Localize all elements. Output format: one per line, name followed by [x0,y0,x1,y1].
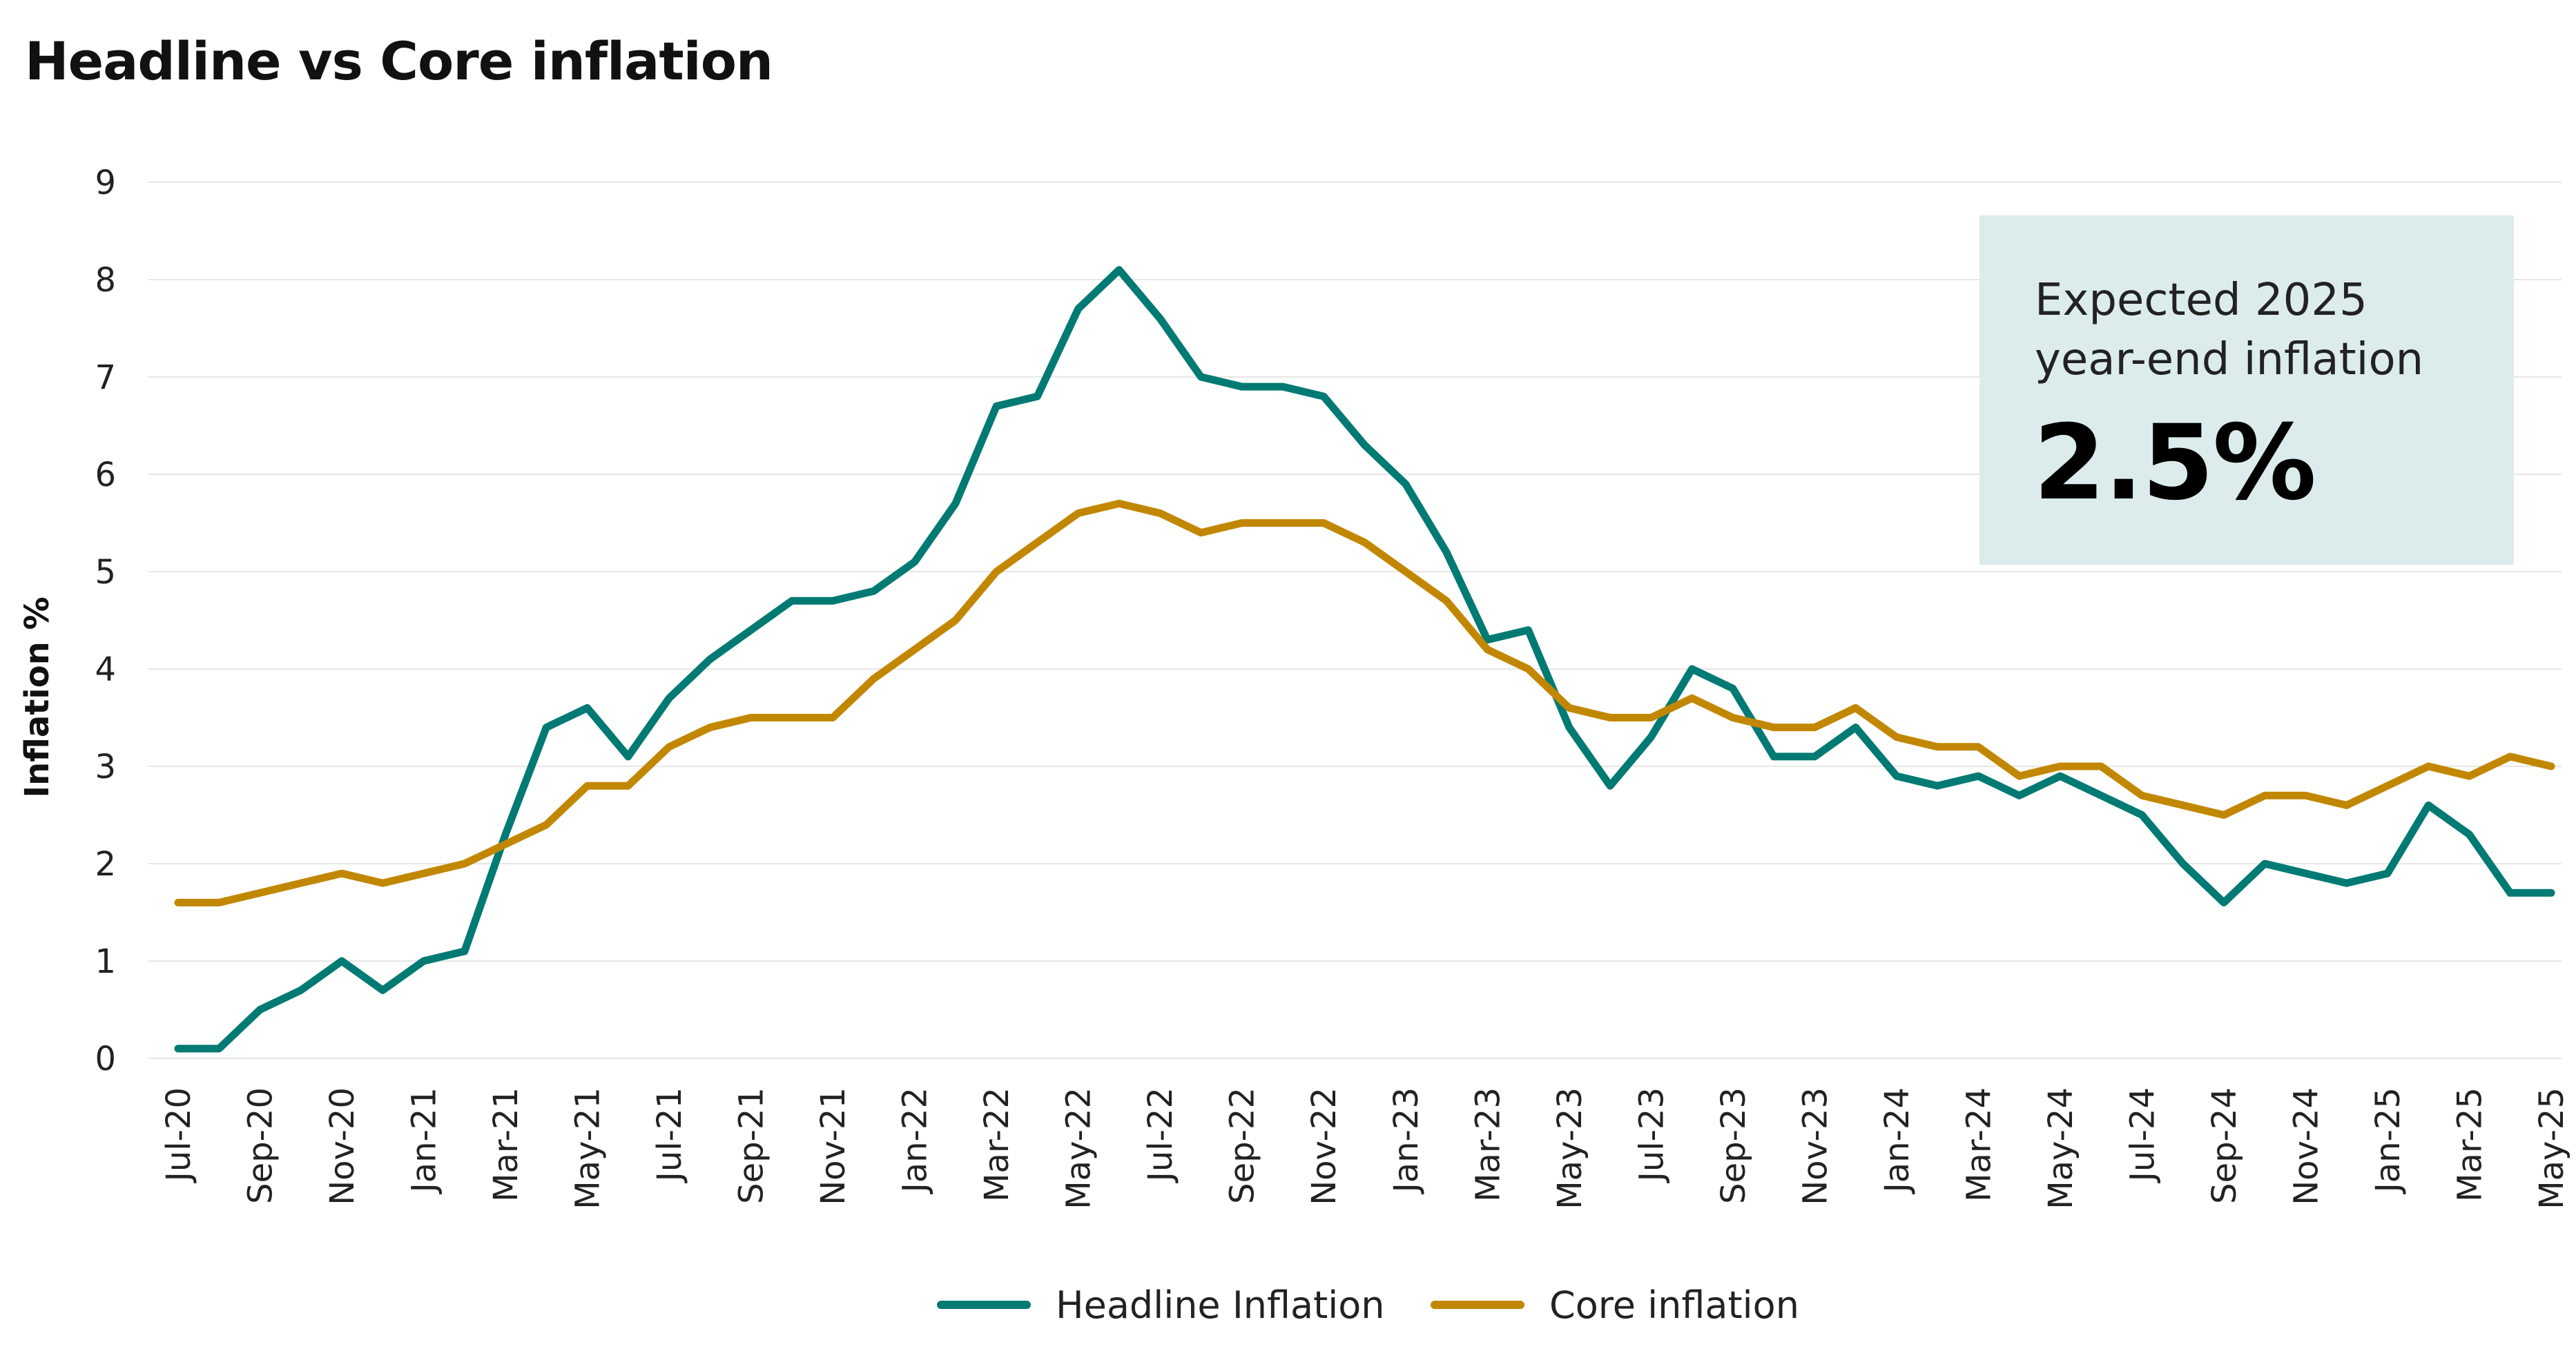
x-tick-label: Mar-22 [978,1087,1016,1202]
legend-label-headline: Headline Inflation [1056,1283,1385,1327]
y-tick-label: 2 [95,845,116,884]
x-tick-label: Mar-24 [1959,1087,1998,1202]
x-tick-label: May-25 [2533,1087,2571,1210]
y-tick-label: 3 [95,748,116,786]
x-tick-label: Nov-24 [2287,1087,2325,1205]
y-tick-label: 9 [95,164,116,202]
x-tick-label: Jan-24 [1878,1087,1917,1194]
x-tick-label: Jul-24 [2123,1087,2162,1183]
y-tick-label: 5 [95,553,116,592]
legend: Headline Inflation Core inflation [0,1277,2576,1332]
x-tick-label: Jul-20 [159,1087,198,1183]
x-tick-label: Jan-23 [1387,1087,1426,1194]
x-tick-label: May-24 [2042,1087,2080,1210]
x-tick-label: Sep-20 [242,1087,280,1204]
y-tick-label: 1 [95,942,116,981]
x-tick-label: May-21 [569,1087,608,1210]
series-line-headline-inflation [174,266,2555,1053]
expected-inflation-callout: Expected 2025 year-end inflation 2.5% [1979,215,2514,565]
x-tick-label: Jul-21 [650,1087,689,1183]
x-tick-label: Sep-24 [2205,1087,2244,1204]
x-tick-label: Sep-23 [1714,1087,1753,1204]
y-tick-label: 0 [95,1040,116,1078]
x-tick-label: Nov-21 [814,1087,853,1205]
x-tick-label: Jan-21 [405,1087,444,1194]
y-tick-label: 8 [95,261,116,300]
legend-item-headline: Headline Inflation [937,1277,1385,1332]
callout-value: 2.5% [2033,403,2316,523]
y-tick-label: 7 [95,358,116,397]
x-tick-label: Nov-22 [1305,1087,1344,1205]
x-tick-label: Jan-25 [2369,1087,2408,1194]
chart-title: Headline vs Core inflation [25,30,773,92]
series-line-core-inflation [174,499,2555,906]
x-tick-label: May-22 [1060,1087,1098,1210]
y-tick-label: 6 [95,456,116,494]
x-tick-label: Mar-23 [1469,1087,1507,1202]
x-tick-label: Nov-20 [323,1087,362,1205]
x-tick-label: Nov-23 [1796,1087,1834,1205]
legend-swatch-headline [937,1301,1031,1309]
y-axis-ticks: 0 1 2 3 4 5 6 7 8 9 [95,164,116,1078]
x-tick-label: Jul-22 [1141,1087,1180,1183]
x-tick-label: Mar-21 [487,1087,525,1202]
x-tick-label: Jan-22 [896,1087,935,1194]
callout-text: Expected 2025 year-end inflation [2035,275,2424,385]
x-tick-label: Jul-23 [1632,1087,1671,1183]
legend-swatch-core [1431,1301,1524,1309]
legend-item-core: Core inflation [1431,1277,1799,1332]
x-tick-label: May-23 [1551,1087,1589,1210]
series-lines [174,266,2555,1053]
x-axis-ticks: Jul-20 Sep-20 Nov-20 Jan-21 Mar-21 May-21 Jul-… [159,1087,2571,1210]
legend-label-core: Core inflation [1549,1283,1799,1327]
y-tick-label: 4 [95,650,116,689]
x-tick-label: Sep-22 [1223,1087,1262,1204]
x-tick-label: Mar-25 [2450,1087,2489,1202]
x-tick-label: Sep-21 [733,1087,771,1204]
y-axis-label: Inflation % [18,596,57,797]
